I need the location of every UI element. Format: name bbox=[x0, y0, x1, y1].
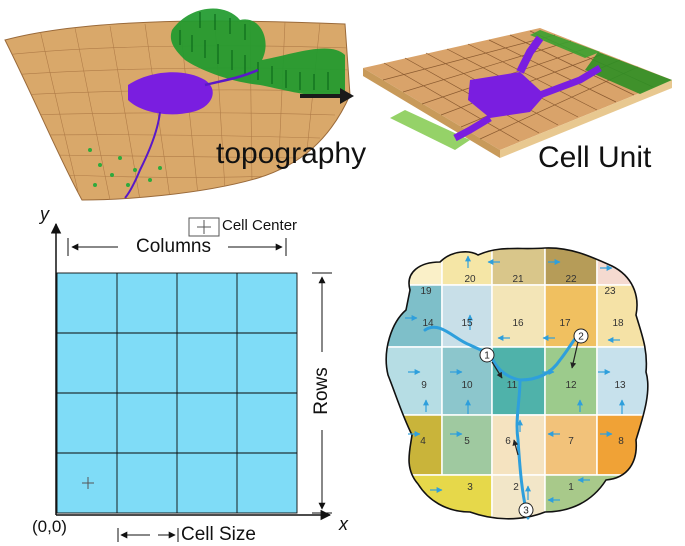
outlet-label-1: 1 bbox=[484, 351, 490, 362]
flow-path-arrows bbox=[491, 341, 579, 456]
cell-center-legend-label: Cell Center bbox=[222, 217, 298, 234]
rows-label: Rows bbox=[310, 367, 332, 415]
subbasin-label-9: 9 bbox=[421, 380, 427, 391]
cell-center-marker bbox=[82, 477, 94, 489]
subbasin-label-20: 20 bbox=[464, 274, 476, 285]
origin-label: (0,0) bbox=[32, 517, 67, 536]
subbasin-label-3: 3 bbox=[467, 482, 473, 493]
subbasin-15 bbox=[441, 284, 493, 348]
outlet-marker-3 bbox=[518, 502, 534, 518]
outlet-marker-1 bbox=[479, 347, 495, 363]
outlet-label-3: 3 bbox=[523, 506, 529, 517]
x-axis-label: x bbox=[339, 514, 348, 534]
subbasin-label-4: 4 bbox=[420, 436, 426, 447]
subbasin-label-8: 8 bbox=[618, 436, 624, 447]
terrain-illustration bbox=[4, 8, 351, 201]
subbasin-label-14: 14 bbox=[422, 318, 434, 329]
outlet-marker-2 bbox=[573, 328, 589, 344]
subbasin-label-19: 19 bbox=[420, 286, 432, 297]
raster-grid-diagram bbox=[50, 217, 332, 542]
subbasin-label-15: 15 bbox=[461, 318, 473, 329]
subbasin-label-18: 18 bbox=[612, 318, 624, 329]
subbasin-label-17: 17 bbox=[559, 318, 571, 329]
y-axis-label: y bbox=[40, 204, 49, 224]
subbasin-1 bbox=[544, 474, 648, 519]
subbasin-7 bbox=[544, 414, 598, 476]
transform-arrow bbox=[300, 88, 354, 104]
grid-lines bbox=[56, 272, 298, 514]
subbasin-label-23: 23 bbox=[604, 286, 616, 297]
subbasin-19 bbox=[386, 247, 443, 286]
outlet-label-2: 2 bbox=[578, 332, 584, 343]
subbasin-14 bbox=[386, 284, 443, 348]
subbasin-label-11: 11 bbox=[507, 380, 518, 391]
topography-label: topography bbox=[216, 137, 367, 170]
cell-size-label: Cell Size bbox=[181, 524, 256, 545]
subbasin-label-21: 21 bbox=[512, 274, 524, 285]
subbasin-label-13: 13 bbox=[614, 380, 626, 391]
subbasin-23 bbox=[596, 247, 648, 286]
cell-unit-label: Cell Unit bbox=[538, 141, 652, 174]
subbasin-label-7: 7 bbox=[568, 436, 574, 447]
subbasin-9 bbox=[386, 346, 443, 416]
subbasin-label-10: 10 bbox=[461, 380, 473, 391]
subbasin-4 bbox=[386, 414, 443, 476]
cell-unit-illustration bbox=[363, 28, 672, 158]
subbasin-label-2: 2 bbox=[513, 482, 519, 493]
subbasin-label-1: 1 bbox=[568, 482, 574, 493]
cell-center-legend-icon bbox=[197, 220, 211, 234]
subbasin-label-6: 6 bbox=[505, 436, 511, 447]
subbasin-label-22: 22 bbox=[565, 274, 577, 285]
columns-label: Columns bbox=[136, 236, 211, 257]
subbasin-3 bbox=[386, 474, 493, 519]
subbasin-label-12: 12 bbox=[565, 380, 577, 391]
subbasin-label-5: 5 bbox=[464, 436, 470, 447]
subbasin-label-16: 16 bbox=[512, 318, 524, 329]
